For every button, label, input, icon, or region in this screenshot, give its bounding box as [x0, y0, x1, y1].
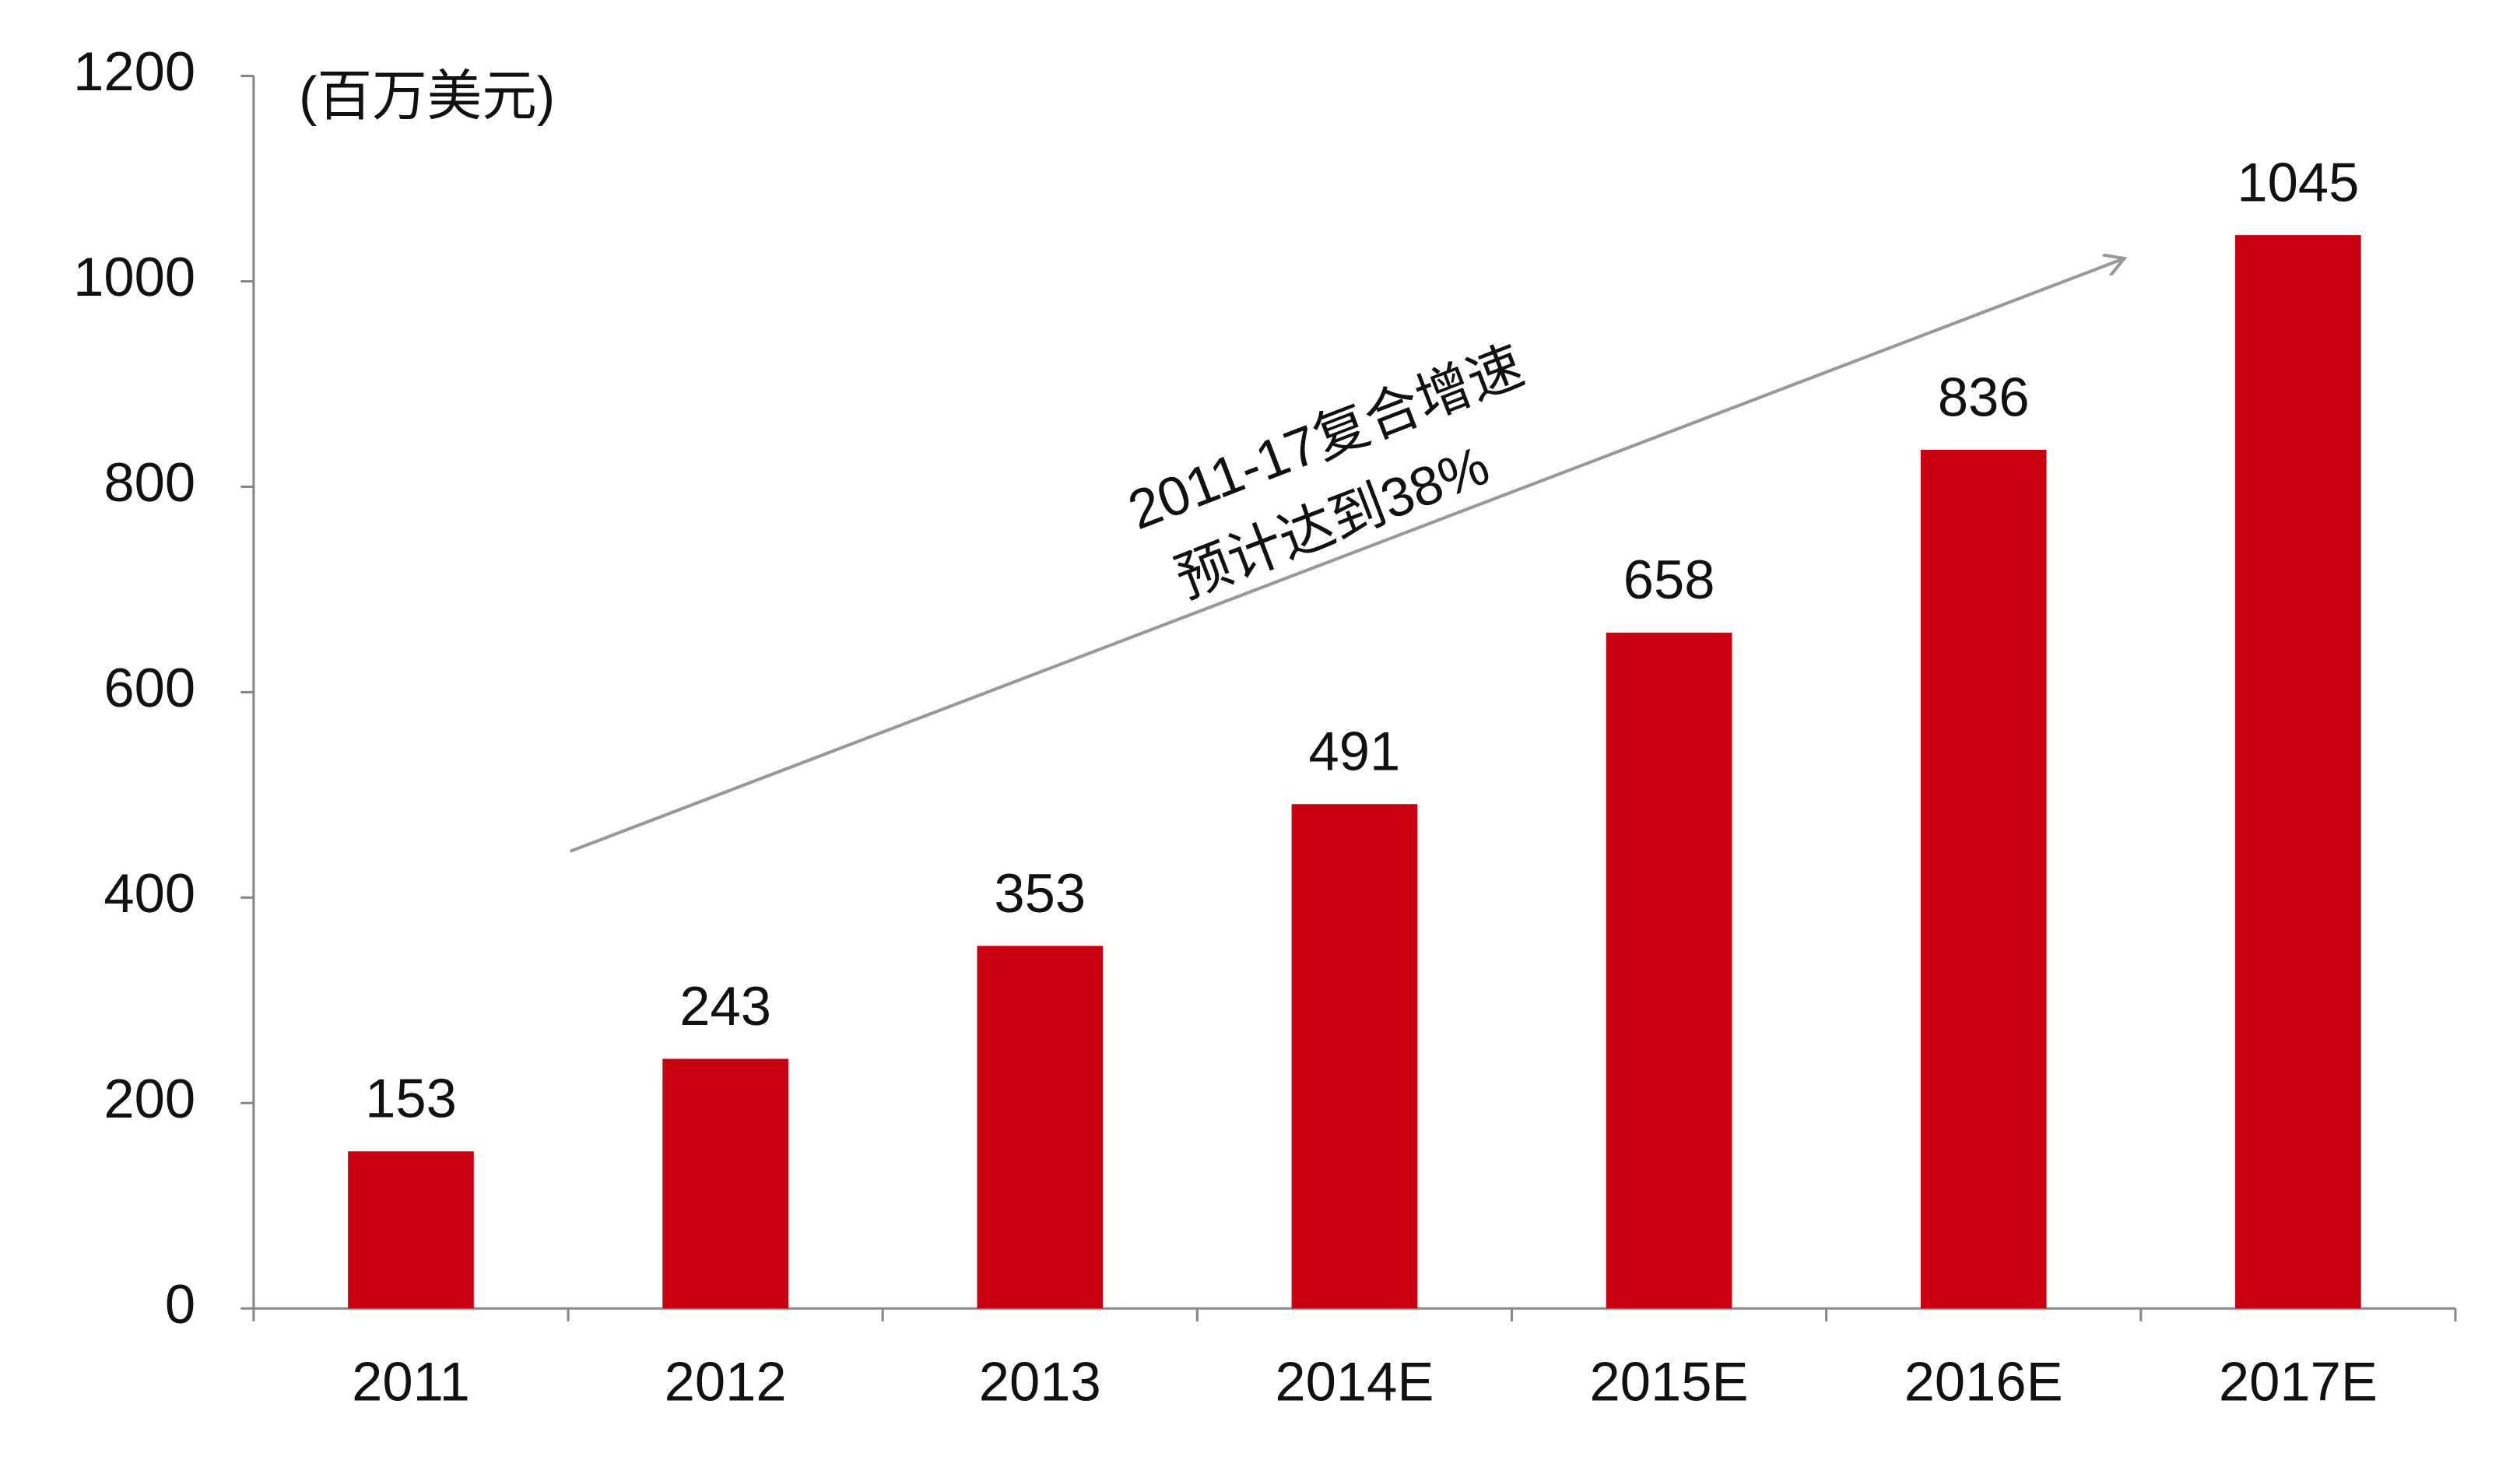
- y-tick-label: 400: [104, 862, 195, 924]
- bar: [2235, 235, 2361, 1309]
- y-tick-label: 800: [104, 451, 195, 513]
- data-label: 491: [1309, 721, 1401, 782]
- trend-arrow: [569, 258, 2125, 853]
- bar: [1920, 449, 2047, 1309]
- bar: [348, 1151, 474, 1309]
- x-tick-label: 2013: [979, 1351, 1101, 1413]
- bar: [977, 946, 1104, 1309]
- data-label: 243: [679, 975, 771, 1037]
- x-tick-label: 2017E: [2219, 1351, 2378, 1413]
- y-tick-label: 200: [104, 1068, 195, 1129]
- x-tick-label: 2012: [665, 1351, 787, 1413]
- x-tick-label: 2014E: [1275, 1351, 1434, 1413]
- x-tick-label: 2011: [352, 1351, 470, 1413]
- bar: [1606, 632, 1732, 1309]
- y-tick-label: 1000: [73, 246, 195, 307]
- annotation: 2011-17复合增速 预计达到38%: [1120, 334, 1532, 609]
- bar: [662, 1058, 788, 1309]
- data-label: 1045: [2237, 151, 2359, 212]
- data-label: 353: [994, 862, 1086, 924]
- x-tick-label: 2016E: [1904, 1351, 2063, 1413]
- data-label: 836: [1938, 366, 2030, 427]
- y-tick-label: 0: [165, 1273, 195, 1335]
- data-label: 658: [1623, 549, 1715, 610]
- y-tick-label: 1200: [73, 40, 195, 102]
- bar: [1291, 804, 1418, 1309]
- x-tick-label: 2015E: [1590, 1351, 1749, 1413]
- data-label: 153: [365, 1068, 457, 1129]
- y-tick-label: 600: [104, 657, 195, 718]
- unit-label: (百万美元): [299, 65, 555, 126]
